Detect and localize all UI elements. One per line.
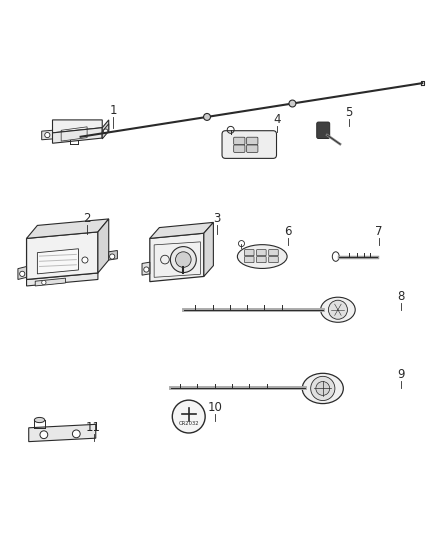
Polygon shape [53,128,102,143]
Ellipse shape [321,297,355,322]
Circle shape [144,267,149,272]
Polygon shape [35,278,66,286]
Polygon shape [29,424,96,442]
Polygon shape [150,222,213,238]
Polygon shape [102,124,109,139]
Text: 6: 6 [284,225,292,238]
FancyBboxPatch shape [234,145,245,152]
FancyBboxPatch shape [222,131,276,158]
FancyBboxPatch shape [244,249,254,256]
Circle shape [172,400,205,433]
Circle shape [316,382,330,395]
Circle shape [311,376,335,401]
Polygon shape [18,266,27,279]
Text: 1: 1 [110,104,117,117]
Polygon shape [142,262,150,275]
Text: 9: 9 [397,368,404,381]
Polygon shape [102,120,109,138]
FancyBboxPatch shape [269,256,278,263]
Ellipse shape [302,373,343,403]
Text: 2: 2 [83,213,91,225]
Polygon shape [42,130,53,140]
Text: 5: 5 [345,107,353,119]
Polygon shape [27,273,98,286]
Polygon shape [109,251,117,260]
Ellipse shape [237,245,287,269]
FancyBboxPatch shape [257,249,266,256]
Circle shape [20,271,25,277]
Circle shape [328,300,347,319]
Polygon shape [37,249,78,274]
Polygon shape [98,219,109,273]
Text: 11: 11 [86,421,101,434]
FancyBboxPatch shape [234,137,245,144]
FancyBboxPatch shape [244,256,254,263]
Circle shape [176,252,191,268]
FancyBboxPatch shape [257,256,266,263]
Text: 8: 8 [397,290,404,303]
Circle shape [110,254,115,259]
Text: 3: 3 [213,213,220,225]
Circle shape [204,114,211,120]
Circle shape [45,132,50,138]
Text: 4: 4 [274,113,281,126]
Text: 7: 7 [375,225,383,238]
Circle shape [42,280,46,285]
Polygon shape [204,222,213,277]
Polygon shape [27,219,109,238]
Polygon shape [150,233,204,281]
FancyBboxPatch shape [317,122,330,139]
FancyBboxPatch shape [269,249,278,256]
FancyBboxPatch shape [247,137,258,144]
Text: 10: 10 [207,401,222,414]
Text: CR2032: CR2032 [178,421,199,426]
Circle shape [82,257,88,263]
Circle shape [40,431,48,439]
Ellipse shape [34,417,45,423]
FancyBboxPatch shape [247,145,258,152]
Polygon shape [27,232,98,279]
Circle shape [289,100,296,107]
Polygon shape [53,120,102,133]
Circle shape [170,247,196,272]
Circle shape [72,430,80,438]
Circle shape [103,129,108,133]
